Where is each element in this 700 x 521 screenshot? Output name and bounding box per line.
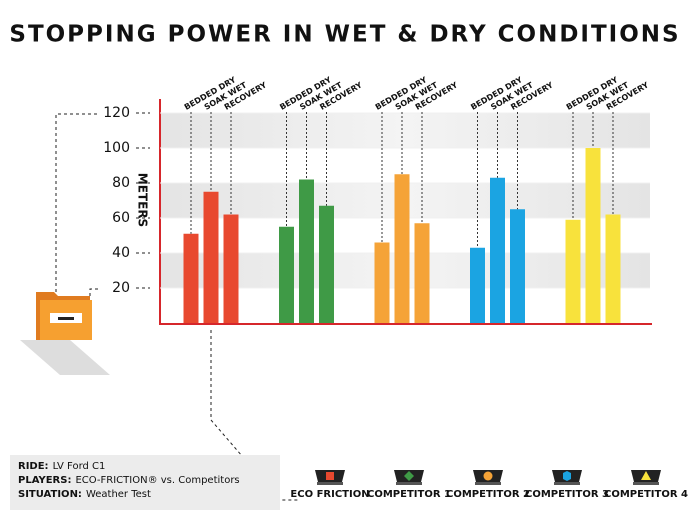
legend-icon-base [396,482,422,485]
y-axis-label: METERS [136,173,150,227]
legend-symbol [563,471,571,481]
info-line: PLAYERS: ECO-FRICTION® vs. Competitors [18,475,240,486]
info-label: PLAYERS: [18,475,71,486]
bar [374,242,390,323]
legend-icon-base [475,482,501,485]
legend-icon-base [633,482,659,485]
legend-symbol-shape [483,471,493,481]
bar [203,191,219,323]
info-value: LV Ford C1 [53,461,106,472]
y-tick-label: 40 [112,245,130,261]
y-tick-label: 80 [112,175,130,191]
info-line: SITUATION: Weather Test [18,489,151,500]
legend-symbol [404,471,414,481]
y-tick-label: 100 [103,140,130,156]
legend-symbol-shape [326,472,334,480]
bar [183,233,199,323]
y-tick-label: 60 [112,210,130,226]
legend-symbol-shape [404,471,414,481]
bar [319,205,334,323]
legend-label: ECO FRICTION [290,489,369,500]
y-tick-label: 120 [103,105,130,121]
legend-symbol [483,471,493,481]
bar [394,174,410,323]
legend-label: COMPETITOR 1 [367,489,451,500]
chart-title: STOPPING POWER IN WET & DRY CONDITIONS [9,22,680,48]
legend-icon-base [554,482,580,485]
band [160,113,650,148]
bar [605,214,621,323]
y-tick-label: 20 [112,280,130,296]
folder-icon [20,113,110,375]
legend-symbol-shape [641,471,651,480]
leader-line [210,330,300,501]
legend-label: COMPETITOR 4 [604,489,688,500]
bar [470,247,485,323]
bar [279,226,294,323]
legend-icon-base [317,482,343,485]
bar [414,223,430,323]
info-label: SITUATION: [18,489,82,500]
legend-symbol-shape [563,471,571,481]
bar [223,214,239,323]
legend-label: COMPETITOR 2 [446,489,530,500]
bar [565,219,581,323]
legend-symbol [641,471,651,480]
info-value: Weather Test [86,489,151,500]
info-label: RIDE: [18,461,49,472]
bar [510,209,525,323]
info-value: ECO-FRICTION® vs. Competitors [75,475,239,486]
info-line: RIDE: LV Ford C1 [18,461,105,472]
bar [585,148,601,323]
legend-symbol [326,472,334,480]
info-box [10,455,280,510]
bar [299,179,314,323]
legend-label: COMPETITOR 3 [525,489,609,500]
bar [490,177,505,323]
